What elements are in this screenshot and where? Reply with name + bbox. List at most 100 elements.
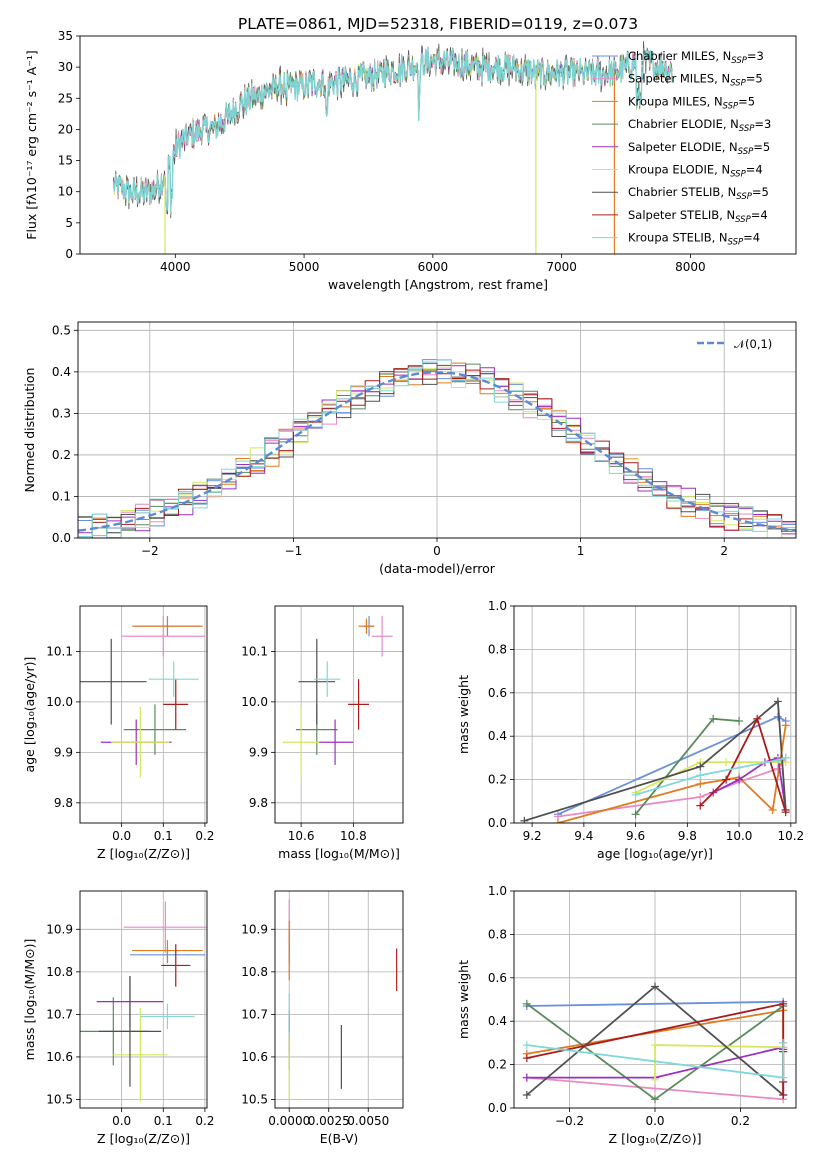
y-tick-label: 0.0 — [488, 816, 507, 830]
x-tick-label: 0.1 — [154, 1114, 173, 1128]
legend-name: Kroupa MILES, N — [628, 94, 723, 108]
plot-area — [288, 899, 398, 1100]
x-tick-label: 9.4 — [574, 829, 593, 843]
x-tick-label: 0.2 — [731, 1114, 750, 1128]
y-tick-label: 25 — [58, 91, 73, 105]
x-tick-label: 10.6 — [288, 829, 315, 843]
legend-entry: Kroupa MILES, NSSP=5 — [628, 94, 755, 111]
x-tick-label: 7000 — [546, 260, 577, 274]
x-tick-label: −0.2 — [555, 1114, 584, 1128]
y-tick-label: 1.0 — [488, 599, 507, 613]
y-tick-label: 20 — [58, 122, 73, 136]
legend-name: Chabrier MILES, N — [628, 49, 731, 63]
x-tick-label: 0 — [433, 544, 441, 558]
y-tick-label: 9.9 — [249, 745, 268, 759]
y-tick-label: 9.8 — [249, 796, 268, 810]
y-tick-label: 0.4 — [488, 1014, 507, 1028]
x-axis-label: age [log₁₀(age/yr)] — [597, 846, 713, 861]
panel-residuals: −2 −1 0 1 2 0.0 0.1 0.2 0.3 0.4 0.5 (data-model)/er… — [22, 321, 797, 576]
panel-mass_vs_Z: 0.0 0.1 0.2 10.5 10.6 10.7 10.8 10.9 Z [log₁₀(Z/… — [22, 890, 214, 1146]
weight-series-line — [524, 699, 787, 822]
axes-frame — [513, 890, 797, 1109]
x-tick-label: 9.6 — [626, 829, 645, 843]
panel-mw_vs_age: 9.2 9.4 9.6 9.8 10.0 10.2 0.0 0.2 0.4 0.6 0.8 1.0 ag… — [456, 599, 804, 861]
y-tick-label: 10.7 — [46, 1007, 73, 1021]
y-tick-label: 10.8 — [46, 965, 73, 979]
y-tick-label: 10.8 — [241, 965, 268, 979]
legend-subscript: SSP — [738, 147, 754, 157]
x-tick-label: 0.0025 — [308, 1114, 350, 1128]
weight-series-line — [557, 757, 787, 818]
legend-name: Chabrier ELODIE, N — [628, 117, 739, 131]
histogram-series — [78, 359, 796, 538]
legend-subscript: SSP — [739, 124, 755, 134]
legend-value: =5 — [753, 140, 770, 154]
x-tick-label: 5000 — [289, 260, 320, 274]
y-tick-label: 10.6 — [46, 1050, 73, 1064]
legend-subscript: SSP — [730, 170, 746, 180]
plot-area — [80, 901, 207, 1102]
y-axis-label: mass [log₁₀(M/M⊙)] — [22, 939, 37, 1061]
x-axis-label: Z [log₁₀(Z/Z⊙)] — [97, 1131, 190, 1146]
plot-area — [282, 616, 393, 778]
x-tick-label: 0.0 — [645, 1114, 664, 1128]
legend-value: =4 — [746, 163, 763, 177]
x-axis-label: Z [log₁₀(Z/Z⊙)] — [609, 1131, 702, 1146]
y-tick-label: 10.5 — [241, 1092, 268, 1106]
legend-value: =5 — [746, 72, 763, 86]
y-tick-label: 35 — [58, 29, 73, 43]
legend-subscript: SSP — [728, 238, 744, 248]
y-tick-label: 9.8 — [54, 796, 73, 810]
plot-area — [80, 616, 205, 778]
x-tick-label: 0.2 — [195, 1114, 214, 1128]
y-tick-label: 0.3 — [52, 406, 71, 420]
x-tick-label: 6000 — [418, 260, 449, 274]
legend-entry: Kroupa ELODIE, NSSP=4 — [628, 163, 763, 180]
y-tick-label: 0 — [65, 247, 73, 261]
y-axis-label: age [log₁₀(age/yr)] — [22, 657, 37, 773]
x-tick-label: 0.1 — [154, 829, 173, 843]
legend-name: Kroupa STELIB, N — [628, 231, 728, 245]
y-tick-label: 0.4 — [52, 365, 71, 379]
y-tick-label: 10.6 — [241, 1050, 268, 1064]
plot-area — [112, 41, 673, 254]
y-axis-label: Flux [fλ10⁻¹⁷ erg cm⁻² s⁻¹ A⁻¹] — [24, 50, 39, 239]
weight-series-line — [635, 757, 786, 796]
axes-frame — [79, 605, 208, 824]
panel-mw_vs_Z: −0.2 0.0 0.2 0.0 0.2 0.4 0.6 0.8 1.0 Z [log₁₀(Z/Z… — [456, 884, 797, 1146]
legend-name: Kroupa ELODIE, N — [628, 163, 730, 177]
figure-title: PLATE=0861, MJD=52318, FIBERID=0119, z=0… — [238, 15, 638, 33]
legend-entry: Kroupa STELIB, NSSP=4 — [628, 231, 760, 248]
y-tick-label: 0.2 — [488, 1058, 507, 1072]
x-tick-label: 8000 — [675, 260, 706, 274]
axes-frame — [513, 605, 797, 824]
y-tick-label: 0.8 — [488, 642, 507, 656]
histogram-series — [78, 365, 796, 538]
axes-frame — [79, 35, 797, 255]
x-axis-label: Z [log₁₀(Z/Z⊙)] — [97, 846, 190, 861]
y-tick-label: 9.9 — [54, 745, 73, 759]
x-tick-label: 2 — [720, 544, 728, 558]
y-tick-label: 10.5 — [46, 1092, 73, 1106]
y-tick-label: 0.4 — [488, 729, 507, 743]
y-tick-label: 5 — [65, 216, 73, 230]
legend-entry: Chabrier MILES, NSSP=3 — [628, 49, 764, 66]
y-tick-label: 0.5 — [52, 323, 71, 337]
x-tick-label: 4000 — [160, 260, 191, 274]
y-tick-label: 10.9 — [46, 922, 73, 936]
normal-reference-curve — [78, 371, 796, 532]
x-tick-label: −2 — [141, 544, 159, 558]
legend-name: Salpeter ELODIE, N — [628, 140, 738, 154]
y-tick-label: 0.0 — [488, 1101, 507, 1115]
legend-value: =5 — [752, 185, 769, 199]
x-tick-label: 0.0000 — [268, 1114, 310, 1128]
legend-value: =5 — [738, 94, 755, 108]
legend-value: =3 — [754, 117, 771, 131]
axes-frame — [274, 605, 404, 824]
legend-name: Salpeter MILES, N — [628, 72, 730, 86]
panel-age_vs_mass: 10.6 10.8 9.8 9.9 10.0 10.1 mass [log₁₀(M/M⊙)] — [241, 605, 404, 861]
legend-entry: Salpeter STELIB, NSSP=4 — [628, 208, 768, 225]
legend-subscript: SSP — [731, 56, 747, 66]
y-tick-label: 10.1 — [46, 644, 73, 658]
